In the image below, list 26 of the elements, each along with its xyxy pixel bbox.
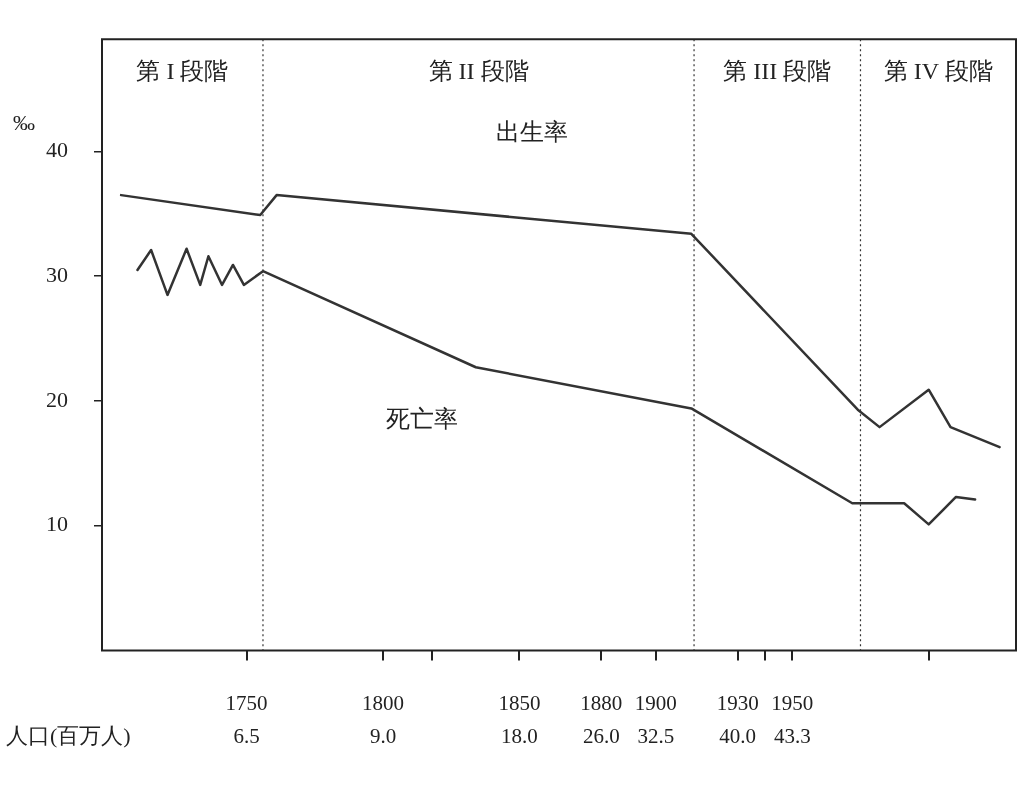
text: 40.0 (719, 723, 757, 748)
y-tick-label: 20 (46, 386, 68, 412)
text: 43.3 (773, 723, 811, 748)
y-tick-label: 10 (46, 511, 68, 537)
annotation: 死亡率 (385, 406, 458, 433)
annotation: 第 IV 段階 (883, 58, 993, 85)
text: 32.5 (637, 723, 675, 748)
x-tick-label: 1880 (580, 690, 623, 715)
annotation: 第 II 段階 (428, 58, 529, 85)
x-tick-label: 1850 (498, 690, 541, 715)
x-tick-label: 1930 (716, 690, 759, 715)
annotation: 第 III 段階 (723, 58, 832, 85)
x-tick-label: 1950 (771, 690, 814, 715)
y-tick-label: 40 (46, 137, 68, 163)
y-tick-label: 30 (46, 261, 68, 287)
annotation: 出生率 (495, 119, 568, 146)
x-tick-label: 1900 (634, 690, 677, 715)
x-tick-label: 1800 (362, 690, 405, 715)
x-tick-label: 1750 (225, 690, 268, 715)
text: 18.0 (501, 723, 538, 748)
y-axis-title: ‰ (13, 109, 35, 135)
text: 9.0 (369, 723, 397, 748)
x-axis-title: 人口(百万人) (6, 723, 131, 749)
text: 6.5 (233, 723, 260, 748)
text: 26.0 (582, 723, 620, 748)
annotation: 第 I 段階 (136, 58, 229, 85)
